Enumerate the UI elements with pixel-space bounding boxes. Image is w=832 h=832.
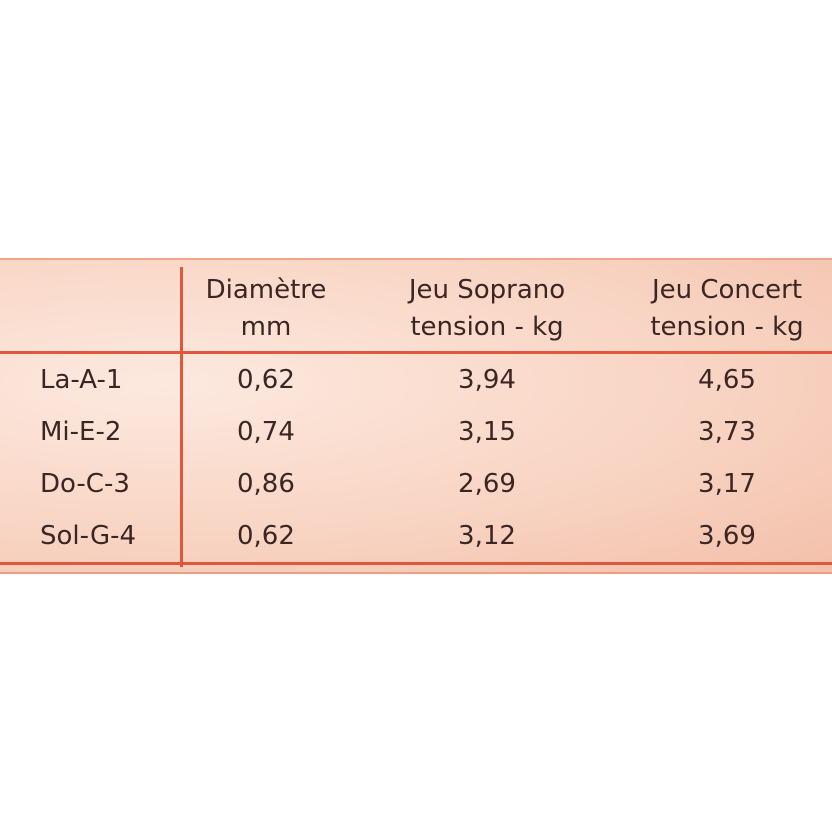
cell: 2,69	[458, 469, 516, 499]
header-cell: tension - kg	[410, 312, 564, 342]
cell: 0,86	[237, 469, 295, 499]
header-cell: Jeu Concert	[651, 275, 803, 305]
cell: 3,73	[698, 417, 756, 447]
cell: 3,69	[698, 521, 756, 551]
cell: 0,62	[237, 365, 295, 395]
cell: 3,15	[458, 417, 516, 447]
row-label: Do-C-3	[40, 469, 130, 499]
cell: 3,12	[458, 521, 516, 551]
header-divider	[0, 351, 832, 354]
bottom-divider	[0, 562, 832, 565]
cell: 3,94	[458, 365, 516, 395]
cell: 3,17	[698, 469, 756, 499]
header-cell: mm	[240, 312, 292, 342]
row-label: Mi-E-2	[40, 417, 122, 447]
cell: 4,65	[698, 365, 756, 395]
cell: 0,74	[237, 417, 295, 447]
cell: 0,62	[237, 521, 295, 551]
column-divider	[180, 267, 183, 567]
header-cell: Diamètre	[205, 275, 327, 305]
row-label: Sol-G-4	[40, 521, 137, 551]
header-cell: tension - kg	[650, 312, 804, 342]
row-label: La-A-1	[40, 365, 123, 395]
table-panel: Diamètre mm Jeu Soprano tension - kg Jeu Con…	[0, 258, 832, 574]
header-cell: Jeu Soprano	[408, 275, 566, 305]
